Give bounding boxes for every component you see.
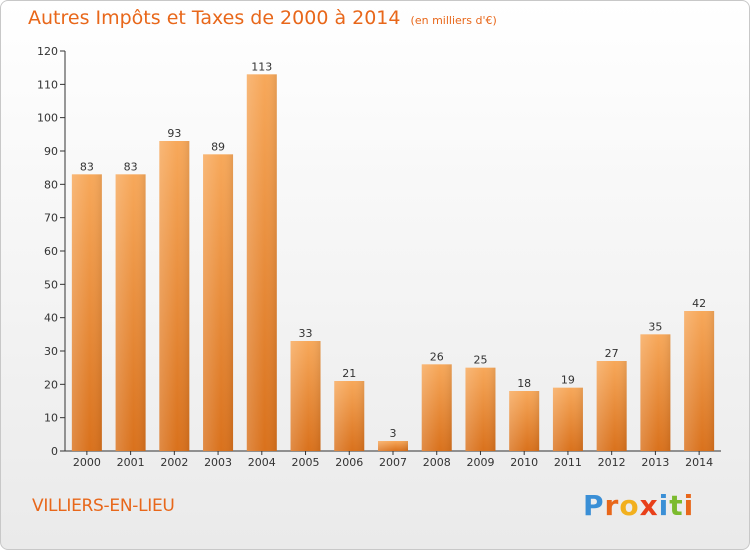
- y-tick-label: 100: [37, 112, 58, 125]
- logo-letter: o: [619, 489, 640, 522]
- x-tick-label-2012: 2012: [598, 456, 626, 469]
- x-tick-label-2005: 2005: [292, 456, 320, 469]
- y-tick-label: 110: [37, 78, 58, 91]
- logo-letter: i: [658, 489, 670, 522]
- x-tick-label-2006: 2006: [335, 456, 363, 469]
- logo-letter: P: [583, 489, 605, 522]
- logo-letter: x: [639, 489, 659, 522]
- y-tick-label: 40: [44, 312, 58, 325]
- chart-title-text: Autres Impôts et Taxes de 2000 à 2014: [28, 7, 401, 29]
- x-tick-label-2000: 2000: [73, 456, 101, 469]
- y-tick-label: 10: [44, 412, 58, 425]
- data-label-2004: 113: [251, 60, 272, 73]
- x-tick-label-2003: 2003: [204, 456, 232, 469]
- bar-shade-2000: [71, 174, 102, 452]
- bar-shade-2001: [115, 174, 146, 452]
- y-tick-label: 20: [44, 378, 58, 391]
- y-tick-label: 0: [51, 445, 58, 458]
- chart-title: Autres Impôts et Taxes de 2000 à 2014 (e…: [28, 7, 497, 29]
- bar-shade-2011: [552, 387, 583, 451]
- data-label-2009: 25: [473, 354, 487, 367]
- bar-shade-2008: [421, 364, 452, 451]
- data-label-2000: 83: [80, 160, 94, 173]
- x-tick-label-2002: 2002: [160, 456, 188, 469]
- bar-shade-2014: [684, 311, 715, 451]
- data-label-2005: 33: [299, 327, 313, 340]
- x-tick-label-2014: 2014: [685, 456, 713, 469]
- bar-shade-2003: [203, 154, 234, 452]
- y-tick-label: 80: [44, 178, 58, 191]
- logo-letter: r: [604, 489, 620, 522]
- data-label-2002: 93: [167, 127, 181, 140]
- x-tick-label-2004: 2004: [248, 456, 276, 469]
- y-tick-label: 60: [44, 245, 58, 258]
- data-label-2014: 42: [692, 297, 706, 310]
- bar-shade-2006: [334, 381, 365, 451]
- bar-shade-2013: [640, 334, 671, 451]
- x-tick-label-2013: 2013: [641, 456, 669, 469]
- data-label-2011: 19: [561, 374, 575, 387]
- y-tick-label: 90: [44, 145, 58, 158]
- proxiti-logo: Proxiti: [583, 489, 694, 522]
- bar-shade-2007: [378, 441, 408, 451]
- logo-letter: t: [669, 489, 684, 522]
- logo-letter: i: [683, 489, 695, 522]
- bar-shade-2009: [465, 367, 496, 451]
- y-tick-label: 120: [37, 45, 58, 58]
- x-tick-label-2001: 2001: [117, 456, 145, 469]
- commune-name: VILLIERS-EN-LIEU: [32, 496, 175, 516]
- bar-shade-2004: [246, 74, 277, 451]
- bar-shade-2005: [290, 341, 321, 451]
- data-label-2001: 83: [124, 160, 138, 173]
- data-label-2012: 27: [605, 347, 619, 360]
- x-tick-label-2007: 2007: [379, 456, 407, 469]
- bar-shade-2002: [159, 141, 190, 451]
- data-label-2013: 35: [648, 320, 662, 333]
- data-label-2010: 18: [517, 377, 531, 390]
- data-label-2006: 21: [342, 367, 356, 380]
- bar-shade-2010: [509, 391, 540, 451]
- bars: [71, 74, 715, 452]
- y-tick-label: 30: [44, 345, 58, 358]
- y-tick-label: 70: [44, 212, 58, 225]
- data-labels: 83 83 93 89 113 33 21 3 26 25 18 19 27 35 42: [80, 60, 706, 440]
- data-label-2008: 26: [430, 350, 444, 363]
- x-tick-label-2011: 2011: [554, 456, 582, 469]
- data-label-2003: 89: [211, 140, 225, 153]
- x-tick-label-2010: 2010: [510, 456, 538, 469]
- bar-shade-2012: [596, 361, 627, 451]
- x-tick-label-2009: 2009: [466, 456, 494, 469]
- y-tick-label: 50: [44, 278, 58, 291]
- x-tick-label-2008: 2008: [423, 456, 451, 469]
- chart-subtitle: (en milliers d'€): [410, 14, 497, 27]
- data-label-2007: 3: [390, 427, 397, 440]
